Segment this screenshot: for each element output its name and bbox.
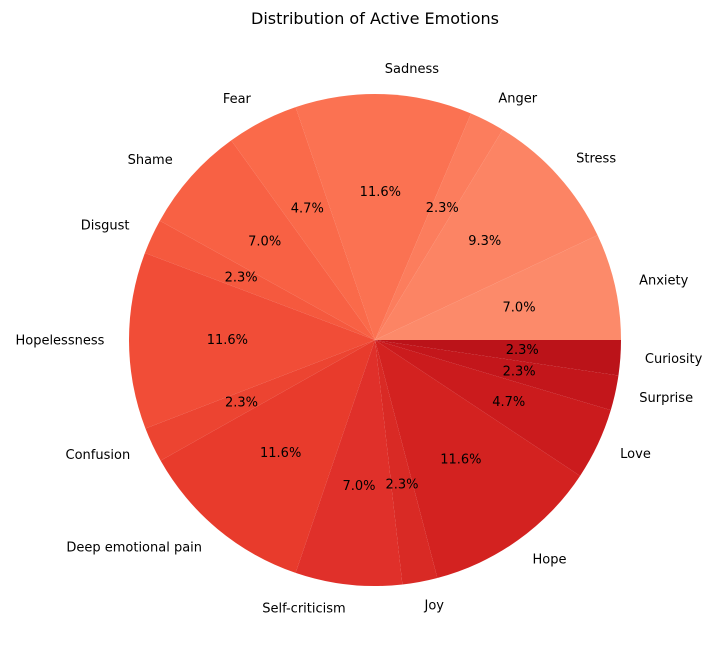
slice-percent-label: 7.0% [248,234,281,249]
slice-percent-label: 11.6% [440,453,481,468]
slice-percent-label: 2.3% [506,343,539,358]
slice-percent-label: 11.6% [260,446,301,461]
slice-label: Surprise [639,391,693,406]
pie-slice-anger [375,113,503,340]
pie-slice-surprise [375,340,619,411]
slice-label: Anger [498,92,537,107]
pie-slice-sadness [295,93,472,340]
slice-label: Confusion [66,448,131,463]
pie-slices [128,93,621,587]
slice-label: Hopelessness [15,333,104,348]
pie-slice-deep-emotional-pain [160,340,375,573]
slice-percent-label: 2.3% [385,478,418,493]
pie-slice-self-criticism [295,340,403,587]
slice-label: Disgust [81,219,130,234]
slice-label: Anxiety [639,273,689,288]
pie-slice-shame [159,140,375,340]
slice-label: Fear [223,92,252,107]
pie-slice-love [375,340,611,476]
chart-title: Distribution of Active Emotions [251,9,499,28]
slice-label: Joy [424,599,445,614]
pie-slice-disgust [144,220,375,340]
pie-slice-hopelessness [128,252,375,429]
pie-slice-curiosity [375,340,621,376]
pie-percent-labels: 7.0% 9.3% 2.3% 11.6% 4.7% 7.0% 2.3% 11.6% 2.3% 11… [207,185,539,494]
slice-percent-label: 2.3% [225,270,258,285]
pie-slice-fear [231,107,375,340]
pie-slice-anxiety [375,235,621,340]
pie-slice-stress [375,129,598,340]
slice-label: Hope [532,553,566,568]
slice-label: Curiosity [645,352,703,367]
slice-percent-label: 4.7% [291,201,324,216]
slice-label: Deep emotional pain [66,541,202,556]
slice-percent-label: 4.7% [492,395,525,410]
slice-percent-label: 2.3% [426,201,459,216]
slice-label: Sadness [385,62,439,77]
slice-percent-label: 2.3% [503,364,536,379]
pie-slice-joy [375,340,438,585]
slice-label: Love [620,447,651,462]
slice-percent-label: 11.6% [207,333,248,348]
slice-percent-label: 11.6% [360,185,401,200]
slice-label: Self-criticism [262,602,345,617]
slice-percent-label: 9.3% [468,234,501,249]
slice-percent-label: 7.0% [503,300,536,315]
slice-label: Shame [128,153,173,168]
slice-label: Stress [576,152,616,167]
pie-slice-hope [375,340,581,578]
pie-labels: Anxiety Stress Anger Sadness Fear Shame Disgus… [15,62,702,616]
pie-slice-confusion [145,340,375,461]
slice-percent-label: 7.0% [343,479,376,494]
slice-percent-label: 2.3% [225,395,258,410]
